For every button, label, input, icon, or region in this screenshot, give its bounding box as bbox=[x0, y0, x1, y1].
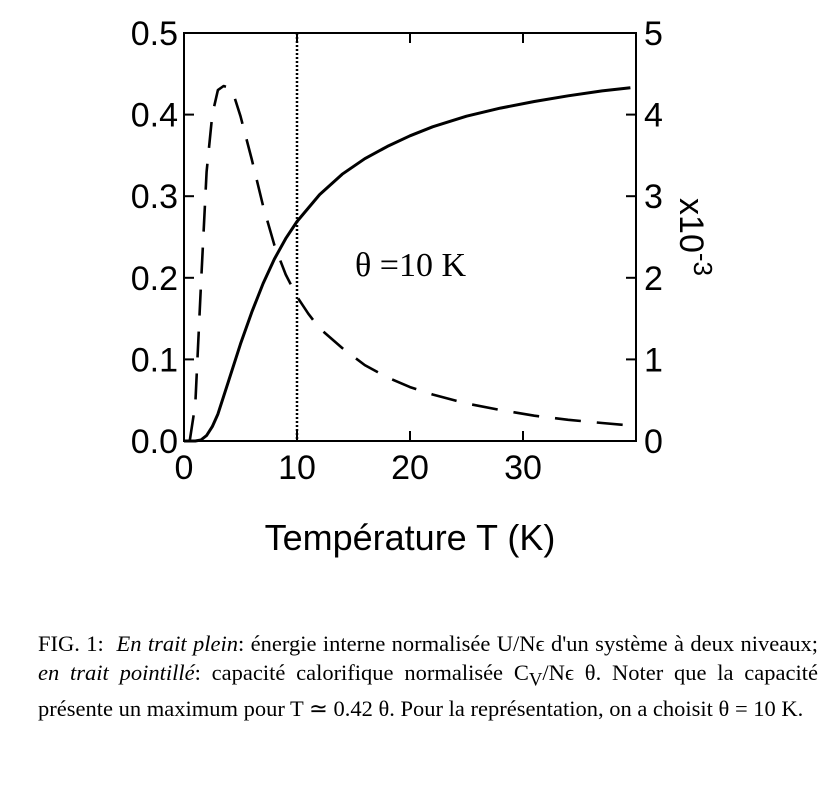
plot-frame bbox=[183, 32, 637, 442]
y2-tick-label: 2 bbox=[644, 260, 663, 298]
dashed-series-line bbox=[188, 84, 631, 442]
y2-tick-label: 1 bbox=[644, 341, 663, 379]
y-tick-label: 0.3 bbox=[131, 178, 178, 216]
x-tick-label: 10 bbox=[278, 449, 316, 487]
y2-tick-label: 0 bbox=[644, 423, 663, 461]
theta-annotation: θ =10 K bbox=[355, 247, 466, 284]
y-tick-label: 0.4 bbox=[131, 97, 178, 135]
y2-axis-title: x10-3 bbox=[672, 198, 718, 276]
x-tick-labels: 0 10 20 30 bbox=[175, 449, 542, 487]
series-lines bbox=[184, 33, 631, 443]
x-tick-label: 0 bbox=[175, 449, 194, 487]
chart: 0 10 20 30 0.0 0.1 0.2 0.3 0.4 0.5 0 1 2 3 4 5 Tempér… bbox=[131, 15, 718, 558]
y2-tick-labels: 0 1 2 3 4 5 bbox=[644, 15, 663, 461]
caption-solid-phrase: En trait plein bbox=[116, 631, 239, 656]
y2-tick-label: 3 bbox=[644, 178, 663, 216]
caption-solid-desc: : énergie interne normalisée U/Nϵ d'un s… bbox=[238, 631, 819, 656]
x-axis-title: Température T (K) bbox=[265, 517, 556, 558]
axis-ticks bbox=[183, 32, 636, 442]
caption-dotted-phrase: en trait pointillé bbox=[38, 659, 195, 685]
y2-tick-label: 4 bbox=[644, 97, 663, 135]
caption-after-cv: /Nϵ θ. Noter que la capacité présente un… bbox=[38, 659, 818, 721]
caption-cv-subscript: V bbox=[528, 669, 543, 690]
figure-caption: FIG. 1: En trait plein: énergie interne … bbox=[38, 630, 818, 723]
y-tick-labels: 0.0 0.1 0.2 0.3 0.4 0.5 bbox=[131, 15, 178, 461]
y-tick-label: 0.0 bbox=[131, 423, 178, 461]
x-tick-label: 30 bbox=[504, 449, 542, 487]
y-tick-label: 0.5 bbox=[131, 15, 178, 53]
plot-border bbox=[183, 32, 637, 442]
x-tick-label: 20 bbox=[391, 449, 429, 487]
y2-axis-title-text: x10-3 bbox=[672, 198, 718, 276]
y-tick-label: 0.2 bbox=[131, 260, 178, 298]
y2-tick-label: 5 bbox=[644, 15, 663, 53]
caption-dotted-desc: : capacité calorifique normalisée C bbox=[194, 659, 529, 685]
caption-fig-label: FIG. 1: bbox=[38, 631, 104, 656]
y-tick-label: 0.1 bbox=[131, 341, 178, 379]
